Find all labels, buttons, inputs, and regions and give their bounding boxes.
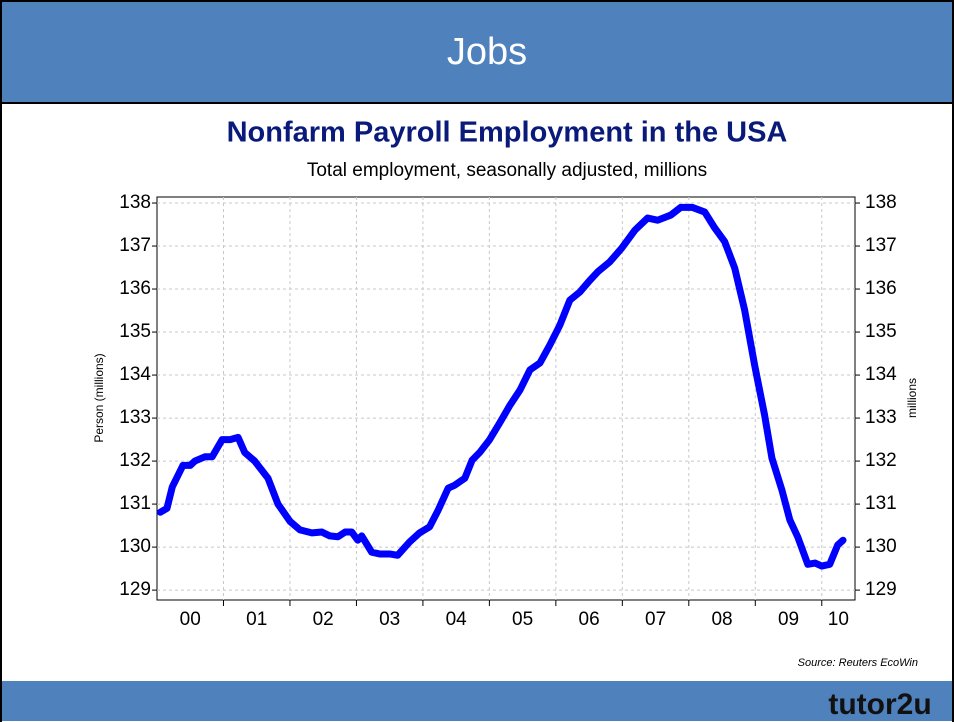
y-tick-label: 137: [119, 235, 151, 256]
slide-title: Jobs: [447, 31, 527, 73]
y2-tick-label: 129: [865, 579, 897, 600]
x-tick-label: 00: [180, 609, 201, 630]
y-tick-label: 136: [119, 278, 151, 299]
y2-tick-label: 131: [865, 493, 897, 514]
y2-tick-label: 137: [865, 235, 897, 256]
y2-tick-label: 134: [865, 364, 897, 385]
y-tick-label: 134: [119, 364, 151, 385]
logo: tutor2u: [828, 688, 931, 721]
y-tick-label: 129: [119, 579, 151, 600]
y-tick-label: 130: [119, 536, 151, 557]
source-note: Source: Reuters EcoWin: [798, 657, 918, 669]
y2-tick-label: 136: [865, 278, 897, 299]
chart-subtitle: Total employment, seasonally adjusted, m…: [307, 160, 707, 181]
y2-tick-label: 133: [865, 407, 897, 428]
x-tick-label: 10: [828, 609, 849, 630]
y2-axis-label: millions: [905, 378, 919, 418]
y2-tick-label: 138: [865, 192, 897, 213]
data-line: [156, 203, 847, 570]
y2-tick-label: 130: [865, 536, 897, 557]
footer-band: [1, 681, 953, 721]
y-tick-label: 131: [119, 493, 151, 514]
x-tick-label: 08: [711, 609, 732, 630]
y-tick-label: 132: [119, 450, 151, 471]
x-tick-label: 02: [313, 609, 334, 630]
x-tick-label: 04: [446, 609, 468, 630]
y2-tick-label: 135: [865, 321, 897, 342]
plot-frame: [156, 196, 856, 601]
y-tick-label: 138: [119, 192, 151, 213]
y-axis-label: Person (millions): [92, 353, 106, 442]
y2-tick-label: 132: [865, 450, 897, 471]
x-tick-label: 05: [512, 609, 533, 630]
chart-title: Nonfarm Payroll Employment in the USA: [227, 117, 788, 149]
y-tick-label: 133: [119, 407, 151, 428]
x-tick-label: 03: [379, 609, 400, 630]
x-tick-label: 06: [579, 609, 600, 630]
y-tick-label: 135: [119, 321, 151, 342]
x-tick-label: 01: [246, 609, 267, 630]
header-band: [0, 0, 954, 104]
x-tick-label: 07: [645, 609, 666, 630]
x-tick-label: 09: [778, 609, 799, 630]
